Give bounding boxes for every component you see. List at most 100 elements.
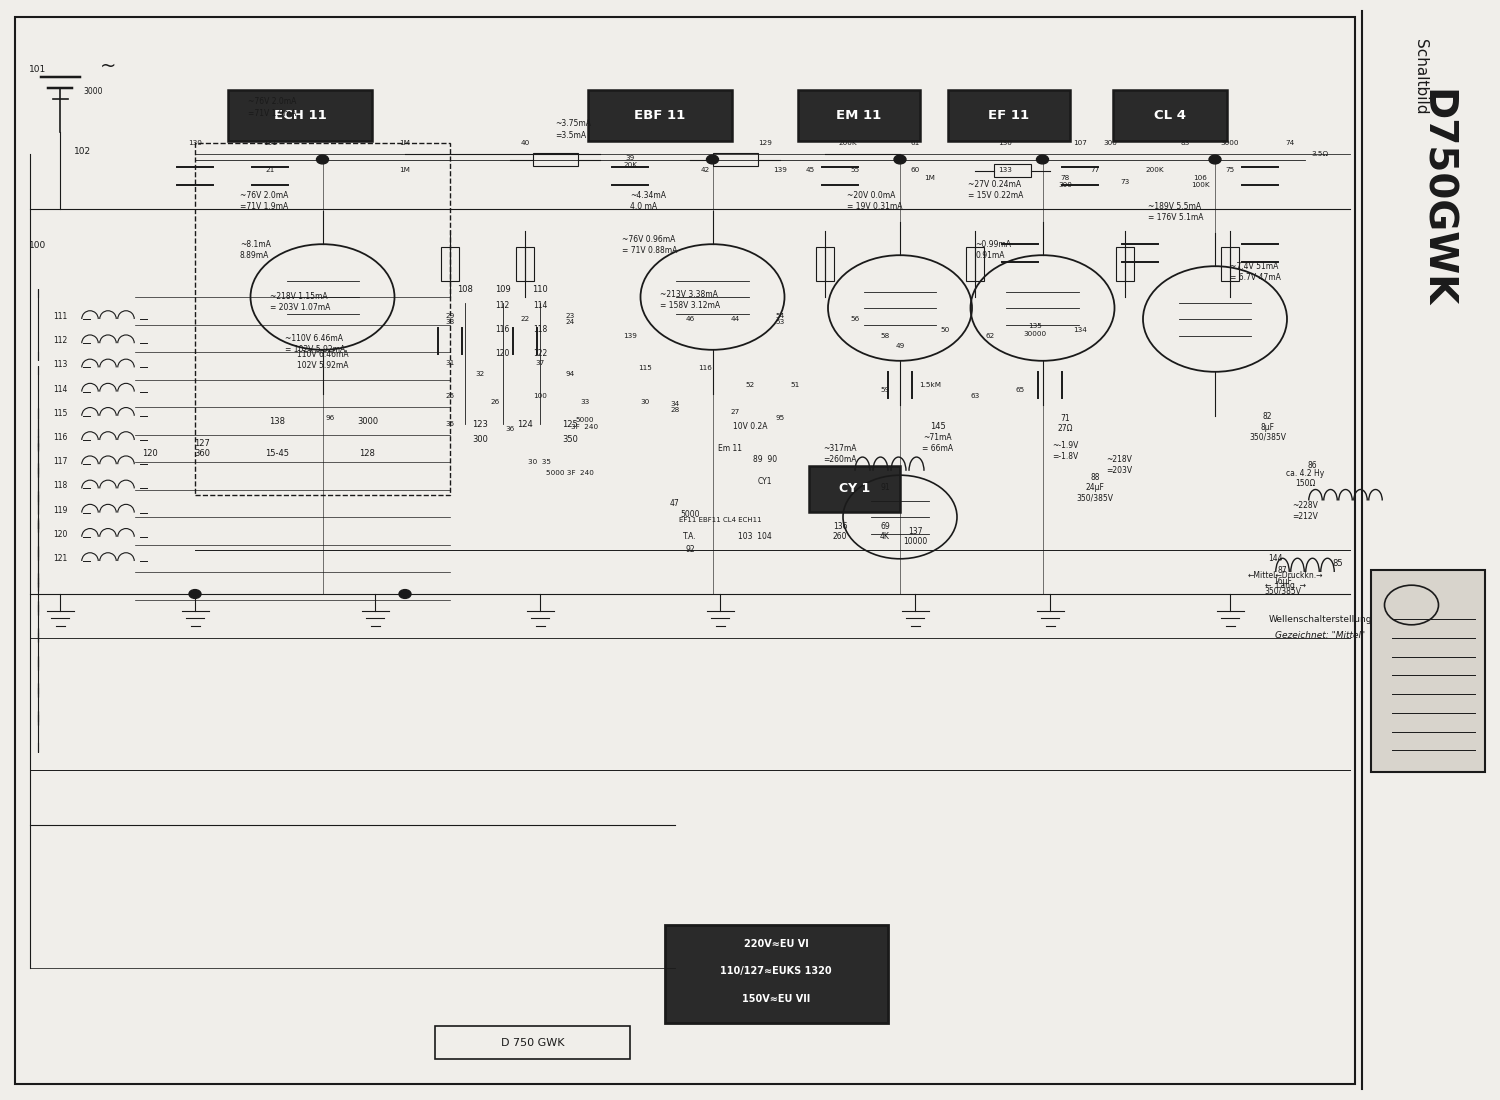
Text: 5000: 5000: [680, 510, 699, 519]
Text: 30: 30: [640, 398, 650, 405]
Text: 36: 36: [506, 426, 515, 432]
Text: 60: 60: [910, 167, 920, 174]
Text: 300: 300: [1102, 140, 1118, 146]
FancyBboxPatch shape: [1371, 570, 1485, 772]
Text: 86: 86: [1308, 461, 1317, 470]
Text: 25: 25: [446, 393, 454, 399]
Text: ~76V 2.0mA
=71V 1.9mA: ~76V 2.0mA =71V 1.9mA: [248, 98, 296, 118]
Text: 123: 123: [472, 420, 488, 429]
Circle shape: [894, 155, 906, 164]
Text: 1M: 1M: [399, 140, 411, 146]
Bar: [994, 164, 1032, 177]
Text: 116: 116: [53, 433, 68, 442]
Text: 51: 51: [790, 382, 800, 388]
Text: ~228V
=212V: ~228V =212V: [1292, 502, 1318, 521]
Text: 69
4K: 69 4K: [880, 521, 890, 541]
Text: 128: 128: [360, 450, 375, 459]
Text: ~0.99mA
0.91mA: ~0.99mA 0.91mA: [975, 241, 1011, 261]
Text: 115: 115: [53, 409, 68, 418]
Text: 33: 33: [580, 398, 590, 405]
Text: ca. 4.2 Hy
150Ω: ca. 4.2 Hy 150Ω: [1286, 469, 1324, 488]
FancyBboxPatch shape: [588, 90, 732, 141]
Text: 46: 46: [686, 316, 694, 322]
Text: 27: 27: [730, 409, 740, 416]
Text: 78
300: 78 300: [1058, 175, 1072, 188]
Text: 103  104: 103 104: [738, 532, 771, 541]
Bar: [1116, 248, 1134, 280]
Text: ←  Lang  →: ← Lang →: [1264, 582, 1306, 591]
Text: 1M: 1M: [924, 175, 936, 182]
Text: D750GWK: D750GWK: [1416, 89, 1455, 307]
Text: ~27V 0.24mA
= 15V 0.22mA: ~27V 0.24mA = 15V 0.22mA: [968, 180, 1023, 200]
Text: 95: 95: [776, 415, 784, 421]
Text: 110: 110: [532, 285, 548, 294]
Circle shape: [399, 590, 411, 598]
Text: 130: 130: [998, 140, 1012, 146]
Text: 145: 145: [930, 422, 945, 431]
Text: Wellenschalterstellung: Wellenschalterstellung: [1268, 615, 1371, 624]
Text: Gezeichnet: "Mittel": Gezeichnet: "Mittel": [1275, 631, 1365, 640]
Text: 85: 85: [1332, 560, 1344, 569]
Text: 35: 35: [446, 420, 454, 427]
FancyBboxPatch shape: [228, 90, 372, 141]
Text: ECH 11: ECH 11: [273, 109, 327, 122]
Text: ~76V 2.0mA
=71V 1.9mA: ~76V 2.0mA =71V 1.9mA: [240, 191, 288, 211]
Text: 110V 6.46mA
102V 5.92mA: 110V 6.46mA 102V 5.92mA: [297, 351, 348, 371]
Text: 21: 21: [266, 167, 274, 174]
Text: 110/127≈EUKS 1320: 110/127≈EUKS 1320: [720, 966, 833, 977]
Text: 139: 139: [622, 332, 638, 339]
Text: 47: 47: [670, 499, 680, 508]
Text: 133: 133: [998, 167, 1012, 174]
Text: 15-45: 15-45: [266, 450, 290, 459]
Text: 56: 56: [850, 316, 859, 322]
Text: 115: 115: [638, 365, 652, 372]
Text: 92: 92: [686, 546, 694, 554]
Text: ~: ~: [100, 56, 116, 76]
Bar: [435, 1026, 630, 1059]
Text: ~189V 5.5mA
= 176V 5.1mA: ~189V 5.5mA = 176V 5.1mA: [1148, 202, 1203, 222]
Text: 118: 118: [54, 482, 68, 491]
Text: ~218V 1.15mA
= 203V 1.07mA: ~218V 1.15mA = 203V 1.07mA: [270, 293, 330, 312]
Text: 58: 58: [880, 332, 890, 339]
Text: 75: 75: [1226, 167, 1234, 174]
Text: ~110V 6.46mA
= 102V 5.92mA: ~110V 6.46mA = 102V 5.92mA: [285, 334, 345, 354]
Text: 74: 74: [1286, 140, 1294, 146]
Text: ~4.34mA
4.0 mA: ~4.34mA 4.0 mA: [630, 191, 666, 211]
Text: ~8.1mA
8.89mA: ~8.1mA 8.89mA: [240, 241, 272, 261]
Text: 111: 111: [54, 312, 68, 321]
Text: 300: 300: [472, 436, 488, 444]
Text: T.A.: T.A.: [682, 532, 698, 541]
Text: CL 4: CL 4: [1154, 109, 1186, 122]
Text: 22: 22: [520, 316, 530, 322]
Text: 94: 94: [566, 371, 574, 377]
Text: 106
100K: 106 100K: [1191, 175, 1209, 188]
Text: 200K: 200K: [1146, 167, 1164, 174]
Text: CY1: CY1: [758, 477, 772, 486]
Text: EF 11: EF 11: [988, 109, 1029, 122]
Circle shape: [1036, 155, 1048, 164]
Bar: [441, 248, 459, 280]
Text: 10V 0.2A: 10V 0.2A: [732, 422, 766, 431]
Text: 120: 120: [495, 350, 510, 359]
Text: 118: 118: [532, 326, 548, 334]
Text: 120: 120: [53, 530, 68, 539]
Text: 89  90: 89 90: [753, 455, 777, 464]
Text: 34
28: 34 28: [670, 400, 680, 414]
Text: 91: 91: [880, 483, 890, 492]
Text: 137
10000: 137 10000: [903, 527, 927, 547]
Text: 138: 138: [270, 417, 285, 426]
Text: ~71mA
= 66mA: ~71mA = 66mA: [922, 433, 952, 453]
Text: 144: 144: [1268, 554, 1282, 563]
Text: ~3.75mA
=3.5mA: ~3.75mA =3.5mA: [555, 120, 591, 140]
Text: EF11 EBF11 CL4 ECH11: EF11 EBF11 CL4 ECH11: [678, 517, 762, 524]
Text: 107: 107: [1072, 140, 1088, 146]
Text: 3000: 3000: [1221, 140, 1239, 146]
Text: 109: 109: [495, 285, 510, 294]
Text: 59: 59: [880, 387, 890, 394]
Text: 112: 112: [54, 337, 68, 345]
Text: 3.5Ω: 3.5Ω: [1311, 151, 1329, 157]
Text: 112: 112: [495, 301, 510, 310]
Text: 1.5kM: 1.5kM: [920, 382, 940, 388]
Text: ~7.4V 51mA
= 6.7V 47mA: ~7.4V 51mA = 6.7V 47mA: [1230, 263, 1281, 283]
Text: ~317mA
=260mA: ~317mA =260mA: [824, 444, 856, 464]
